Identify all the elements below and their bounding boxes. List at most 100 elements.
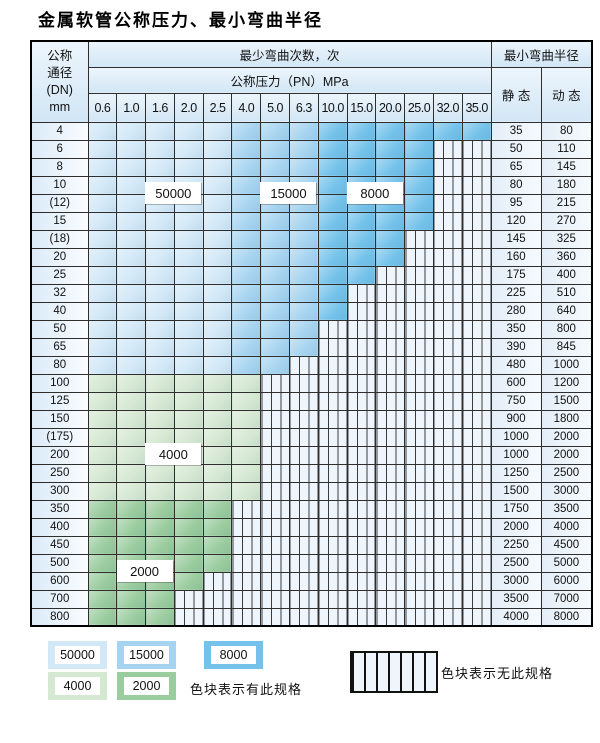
spec-cell [288, 283, 319, 303]
spec-cell [317, 193, 348, 213]
spec-cell [116, 517, 147, 537]
no-spec-cell [461, 499, 492, 519]
no-spec-cell [432, 409, 463, 429]
legend-swatch-label: 50000 [55, 646, 100, 664]
spec-cell [231, 247, 262, 267]
no-spec-cell [404, 337, 434, 357]
spec-cell [202, 463, 233, 483]
spec-cell [116, 265, 147, 285]
table-row: 80 480 1000 [30, 355, 593, 375]
dynamic-value: 1800 [540, 409, 593, 429]
no-spec-cell [461, 391, 492, 411]
dn-label: 20 [30, 247, 89, 267]
pressure-column-header: 4.0 [231, 92, 262, 123]
spec-cell [87, 391, 118, 411]
legend-swatch-label: 2000 [124, 677, 169, 695]
spec-cell [231, 211, 262, 231]
dn-label: 450 [30, 535, 89, 555]
spec-cell [202, 409, 233, 429]
no-spec-cell [461, 535, 492, 555]
static-header: 静 态 [490, 66, 542, 123]
no-spec-cell [288, 391, 319, 411]
spec-cell [288, 301, 319, 321]
no-spec-cell [231, 553, 262, 573]
no-spec-cell [461, 175, 492, 195]
spec-cell [87, 121, 118, 141]
spec-cell [202, 157, 233, 177]
no-spec-cell [346, 301, 377, 321]
spec-cell [346, 121, 377, 141]
spec-cell [173, 535, 204, 555]
pressure-column-header: 5.0 [260, 92, 290, 123]
spec-cell [87, 193, 118, 213]
no-spec-cell [288, 517, 319, 537]
spec-cell [145, 517, 175, 537]
spec-cell [173, 301, 204, 321]
pressure-column-header: 0.6 [87, 92, 118, 123]
no-spec-cell [346, 589, 377, 609]
spec-cell [145, 211, 175, 231]
no-spec-cell [260, 481, 290, 501]
no-spec-cell [260, 589, 290, 609]
spec-cell [202, 445, 233, 465]
no-spec-cell [461, 211, 492, 231]
no-spec-cell [432, 607, 463, 627]
spec-cell [116, 229, 147, 249]
no-spec-cell [260, 427, 290, 447]
dynamic-value: 400 [540, 265, 593, 285]
spec-cell [202, 319, 233, 339]
dn-label: 600 [30, 571, 89, 591]
no-spec-cell [317, 589, 348, 609]
spec-cell [202, 481, 233, 501]
static-value: 160 [490, 247, 542, 267]
no-spec-cell [260, 607, 290, 627]
no-spec-cell [288, 463, 319, 483]
no-spec-cell [288, 553, 319, 573]
no-spec-cell [346, 535, 377, 555]
legend-swatch: 8000 [204, 641, 263, 669]
spec-cell [202, 265, 233, 285]
spec-cell [116, 535, 147, 555]
spec-cell [173, 139, 204, 159]
spec-cell [145, 283, 175, 303]
spec-cell [202, 121, 233, 141]
dynamic-value: 145 [540, 157, 593, 177]
spec-cell [87, 283, 118, 303]
no-spec-cell [346, 607, 377, 627]
no-spec-cell [432, 427, 463, 447]
dn-label: 400 [30, 517, 89, 537]
no-spec-cell [317, 445, 348, 465]
spec-cell [116, 193, 147, 213]
dynamic-value: 270 [540, 211, 593, 231]
spec-cell [202, 355, 233, 375]
no-spec-cell [317, 355, 348, 375]
no-spec-cell [317, 409, 348, 429]
spec-cell [87, 499, 118, 519]
legend-swatch-label: 8000 [211, 646, 256, 664]
table-row: 450 2250 4500 [30, 535, 593, 555]
table-row: 800 4000 8000 [30, 607, 593, 627]
static-value: 1750 [490, 499, 542, 519]
spec-cell [404, 175, 434, 195]
spec-cell [173, 571, 204, 591]
spec-cell [87, 571, 118, 591]
no-spec-cell [346, 373, 377, 393]
spec-cell [231, 319, 262, 339]
no-spec-cell [346, 571, 377, 591]
spec-cell [145, 427, 175, 447]
spec-cell [87, 463, 118, 483]
spec-cell [260, 319, 290, 339]
static-value: 80 [490, 175, 542, 195]
static-value: 390 [490, 337, 542, 357]
spec-cell [260, 337, 290, 357]
spec-cell [116, 139, 147, 159]
dn-label: 80 [30, 355, 89, 375]
pressure-column-header: 2.0 [173, 92, 204, 123]
spec-cell [202, 283, 233, 303]
no-spec-cell [461, 373, 492, 393]
spec-cell [346, 265, 377, 285]
spec-cell [145, 121, 175, 141]
no-spec-cell [346, 427, 377, 447]
spec-cell [173, 265, 204, 285]
no-spec-cell [317, 337, 348, 357]
